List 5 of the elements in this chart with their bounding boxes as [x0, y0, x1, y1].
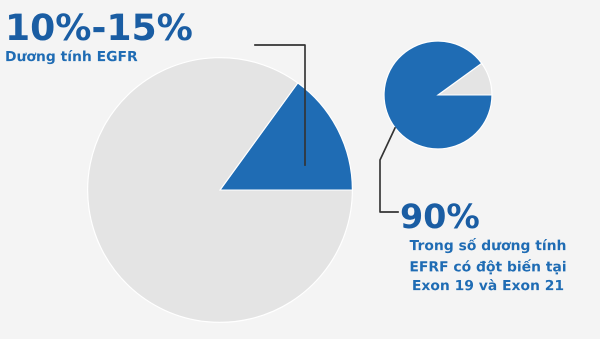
- chart-title: 10%-15%: [9, 13, 192, 41]
- text: 90%: [402, 203, 479, 228]
- text: Trong số dương tính EFRF có đột biến tại Exon 19 và Exon 21: [410, 238, 566, 290]
- chart-subtitle: Dương tính EGFR: [6, 50, 138, 64]
- pie-slice: [384, 40, 492, 150]
